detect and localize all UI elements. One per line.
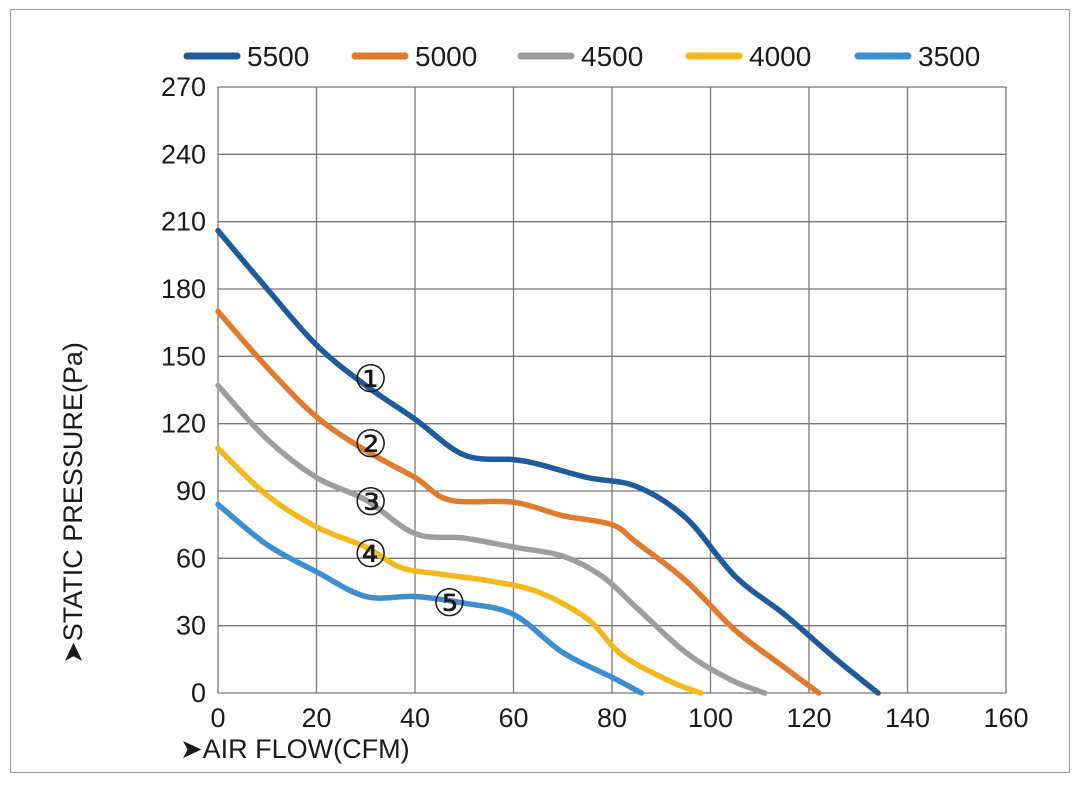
x-tick-label: 100	[688, 703, 733, 733]
series-line-5500	[215, 227, 881, 696]
y-tick-label: 210	[161, 207, 206, 237]
y-axis-label: ➤STATIC PRESSURE(Pa)	[58, 342, 88, 664]
tick-labels: 0 20 40 60 80 100 120 140 160 0 30 60 90 120 150 180 210…	[161, 72, 1029, 733]
y-tick-label: 90	[176, 476, 206, 506]
curve-label-1: ①	[354, 359, 388, 401]
legend: 5500 5000 4500 4000 3500	[183, 41, 980, 72]
y-tick-label: 180	[161, 274, 206, 304]
y-tick-label: 30	[176, 611, 206, 641]
y-tick-label: 120	[161, 409, 206, 439]
x-tick-label: 60	[498, 703, 528, 733]
legend-label-4000: 4000	[749, 41, 811, 72]
y-tick-label: 0	[191, 678, 206, 708]
x-tick-label: 20	[301, 703, 331, 733]
x-axis-label: ➤AIR FLOW(CFM)	[180, 734, 410, 764]
chart-frame	[10, 9, 1070, 773]
series-line-5000	[215, 308, 822, 696]
series-line-4000	[215, 445, 704, 696]
curve-labels: ① ② ③ ④ ⑤	[354, 359, 467, 625]
grid	[217, 86, 1007, 694]
x-tick-label: 140	[885, 703, 930, 733]
curve-label-2: ②	[354, 424, 388, 466]
x-tick-label: 80	[597, 703, 627, 733]
x-tick-label: 0	[210, 703, 225, 733]
x-tick-label: 120	[786, 703, 831, 733]
y-tick-label: 60	[176, 543, 206, 573]
x-tick-label: 40	[400, 703, 430, 733]
curve-label-3: ③	[354, 482, 388, 524]
legend-label-3500: 3500	[918, 41, 980, 72]
legend-label-5000: 5000	[415, 41, 477, 72]
y-tick-label: 240	[161, 139, 206, 169]
curve-label-4: ④	[354, 534, 388, 576]
series-line-3500	[215, 501, 645, 696]
series-line-4500	[215, 382, 768, 696]
y-tick-label: 270	[161, 72, 206, 102]
y-tick-label: 150	[161, 341, 206, 371]
curve-label-5: ⑤	[432, 583, 466, 625]
legend-label-5500: 5500	[247, 41, 309, 72]
series-lines	[215, 227, 881, 696]
x-tick-label: 160	[983, 703, 1028, 733]
legend-label-4500: 4500	[581, 41, 643, 72]
